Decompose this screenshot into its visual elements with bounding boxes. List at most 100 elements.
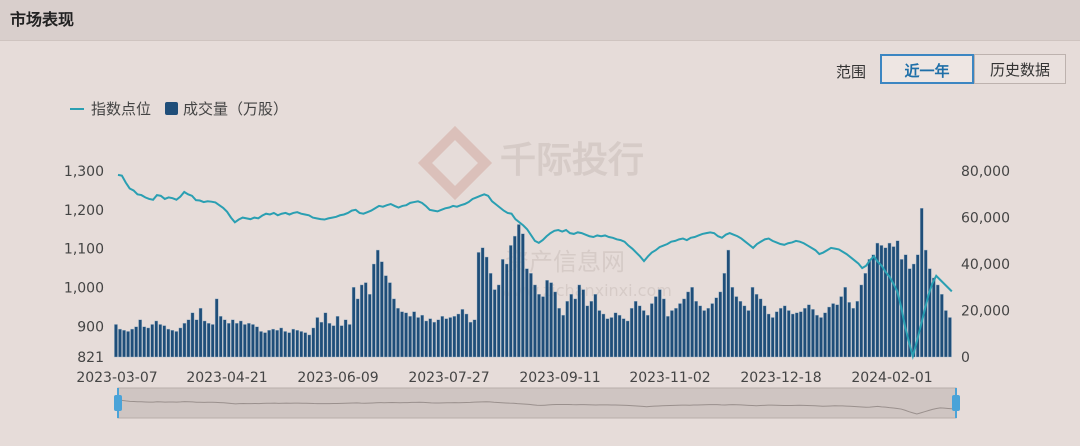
volume-bar <box>613 312 618 358</box>
volume-bar <box>553 291 557 358</box>
right-axis-tick-label: 60,000 <box>961 211 1010 227</box>
volume-bar <box>255 326 259 358</box>
volume-bar <box>577 284 582 358</box>
volume-bar <box>803 307 807 358</box>
volume-bar <box>928 268 932 358</box>
watermark-brand: 千际投行 <box>500 140 644 181</box>
volume-bar <box>275 330 279 358</box>
volume-bar <box>500 259 505 358</box>
legend[interactable]: 指数点位 成交量（万股） <box>70 100 288 118</box>
volume-bar <box>428 318 432 358</box>
volume-bar <box>658 289 662 358</box>
volume-bar <box>408 316 412 358</box>
volume-bar <box>778 307 783 358</box>
volume-bar <box>436 319 441 358</box>
volume-bar <box>754 294 759 358</box>
volume-bar <box>227 323 231 358</box>
volume-bar <box>718 291 723 358</box>
volume-bar <box>714 297 719 358</box>
volume-bar <box>581 289 586 358</box>
volume-bar <box>650 303 654 358</box>
volume-bar <box>529 273 533 358</box>
left-axis-tick-label: 900 <box>77 319 104 335</box>
volume-bar <box>593 294 598 358</box>
left-axis: 1,300 1,200 1,100 1,000 900 821 <box>64 164 104 366</box>
zoom-track[interactable] <box>117 387 957 419</box>
volume-bar <box>823 312 827 358</box>
zoom-preview-line <box>117 399 957 415</box>
volume-bar <box>782 305 787 358</box>
volume-bar <box>791 313 795 358</box>
volume-bar <box>166 328 171 358</box>
volume-bar <box>210 324 215 358</box>
watermark-sub: 资产信息网 <box>505 248 625 276</box>
volume-bar <box>363 282 368 358</box>
volume-bar <box>585 305 590 358</box>
volume-bar <box>561 314 565 358</box>
volume-bar <box>746 310 751 358</box>
right-axis-tick-label: 40,000 <box>961 257 1010 273</box>
volume-bar <box>299 331 304 358</box>
volume-bar <box>222 319 227 358</box>
volume-bar <box>682 298 686 358</box>
volume-bar <box>726 249 731 358</box>
volume-bar <box>460 309 465 358</box>
volume-bar <box>218 316 223 358</box>
volume-bar <box>948 317 952 358</box>
volume-bar <box>774 311 779 358</box>
volume-bar <box>186 319 191 358</box>
volume-bar <box>114 324 118 358</box>
volume-bar <box>932 277 936 358</box>
volume-bar <box>444 318 449 358</box>
volume-bar <box>484 256 489 358</box>
volume-bar <box>311 327 316 358</box>
volume-bar <box>702 310 706 358</box>
volume-bar <box>875 242 880 358</box>
volume-bar <box>492 289 497 358</box>
volume-bar <box>919 207 924 358</box>
volume-bar <box>787 310 791 358</box>
tab-history[interactable]: 历史数据 <box>974 54 1066 84</box>
watermark-url: www.zichanxinxi.com <box>500 281 672 300</box>
volume-bar <box>633 301 638 358</box>
volume-bar <box>351 287 356 358</box>
volume-bar <box>730 287 735 358</box>
volume-bar <box>307 334 312 358</box>
volume-bar <box>368 294 372 358</box>
volume-bar <box>239 320 243 358</box>
volume-bar <box>476 252 481 358</box>
volume-bar <box>863 273 868 358</box>
volume-bar <box>770 317 775 358</box>
legend-item-volume[interactable]: 成交量（万股） <box>183 100 288 118</box>
volume-bar <box>505 263 509 358</box>
zoom-slider[interactable] <box>114 387 960 419</box>
volume-bar <box>472 319 477 358</box>
right-axis: 80,000 60,000 40,000 20,000 0 <box>961 164 1010 366</box>
tab-last-year[interactable]: 近一年 <box>880 54 974 84</box>
left-axis-tick-label: 1,300 <box>64 164 104 180</box>
volume-bar <box>170 330 175 358</box>
volume-bar <box>766 313 771 358</box>
volume-bar <box>162 325 167 358</box>
volume-bar <box>537 294 541 358</box>
volume-bar <box>416 317 420 358</box>
x-axis: 2023-03-07 2023-04-21 2023-06-09 2023-07-27… <box>76 370 932 386</box>
volume-bar <box>206 323 211 358</box>
legend-item-index[interactable]: 指数点位 <box>91 100 151 118</box>
volume-bar <box>372 263 376 358</box>
volume-bar <box>376 249 380 358</box>
volume-bar <box>118 328 122 358</box>
volume-bar <box>871 254 876 358</box>
volume-bar <box>513 235 517 358</box>
volume-bar <box>150 324 154 358</box>
volume-bar <box>565 301 569 358</box>
volume-bar <box>339 325 344 358</box>
volume-bar <box>400 311 404 358</box>
volume-bar <box>629 307 634 358</box>
volume-bar <box>831 303 835 358</box>
volume-bar <box>488 273 493 358</box>
volume-bar <box>174 331 179 358</box>
volume-bar <box>126 331 130 358</box>
volume-bar <box>666 316 670 358</box>
